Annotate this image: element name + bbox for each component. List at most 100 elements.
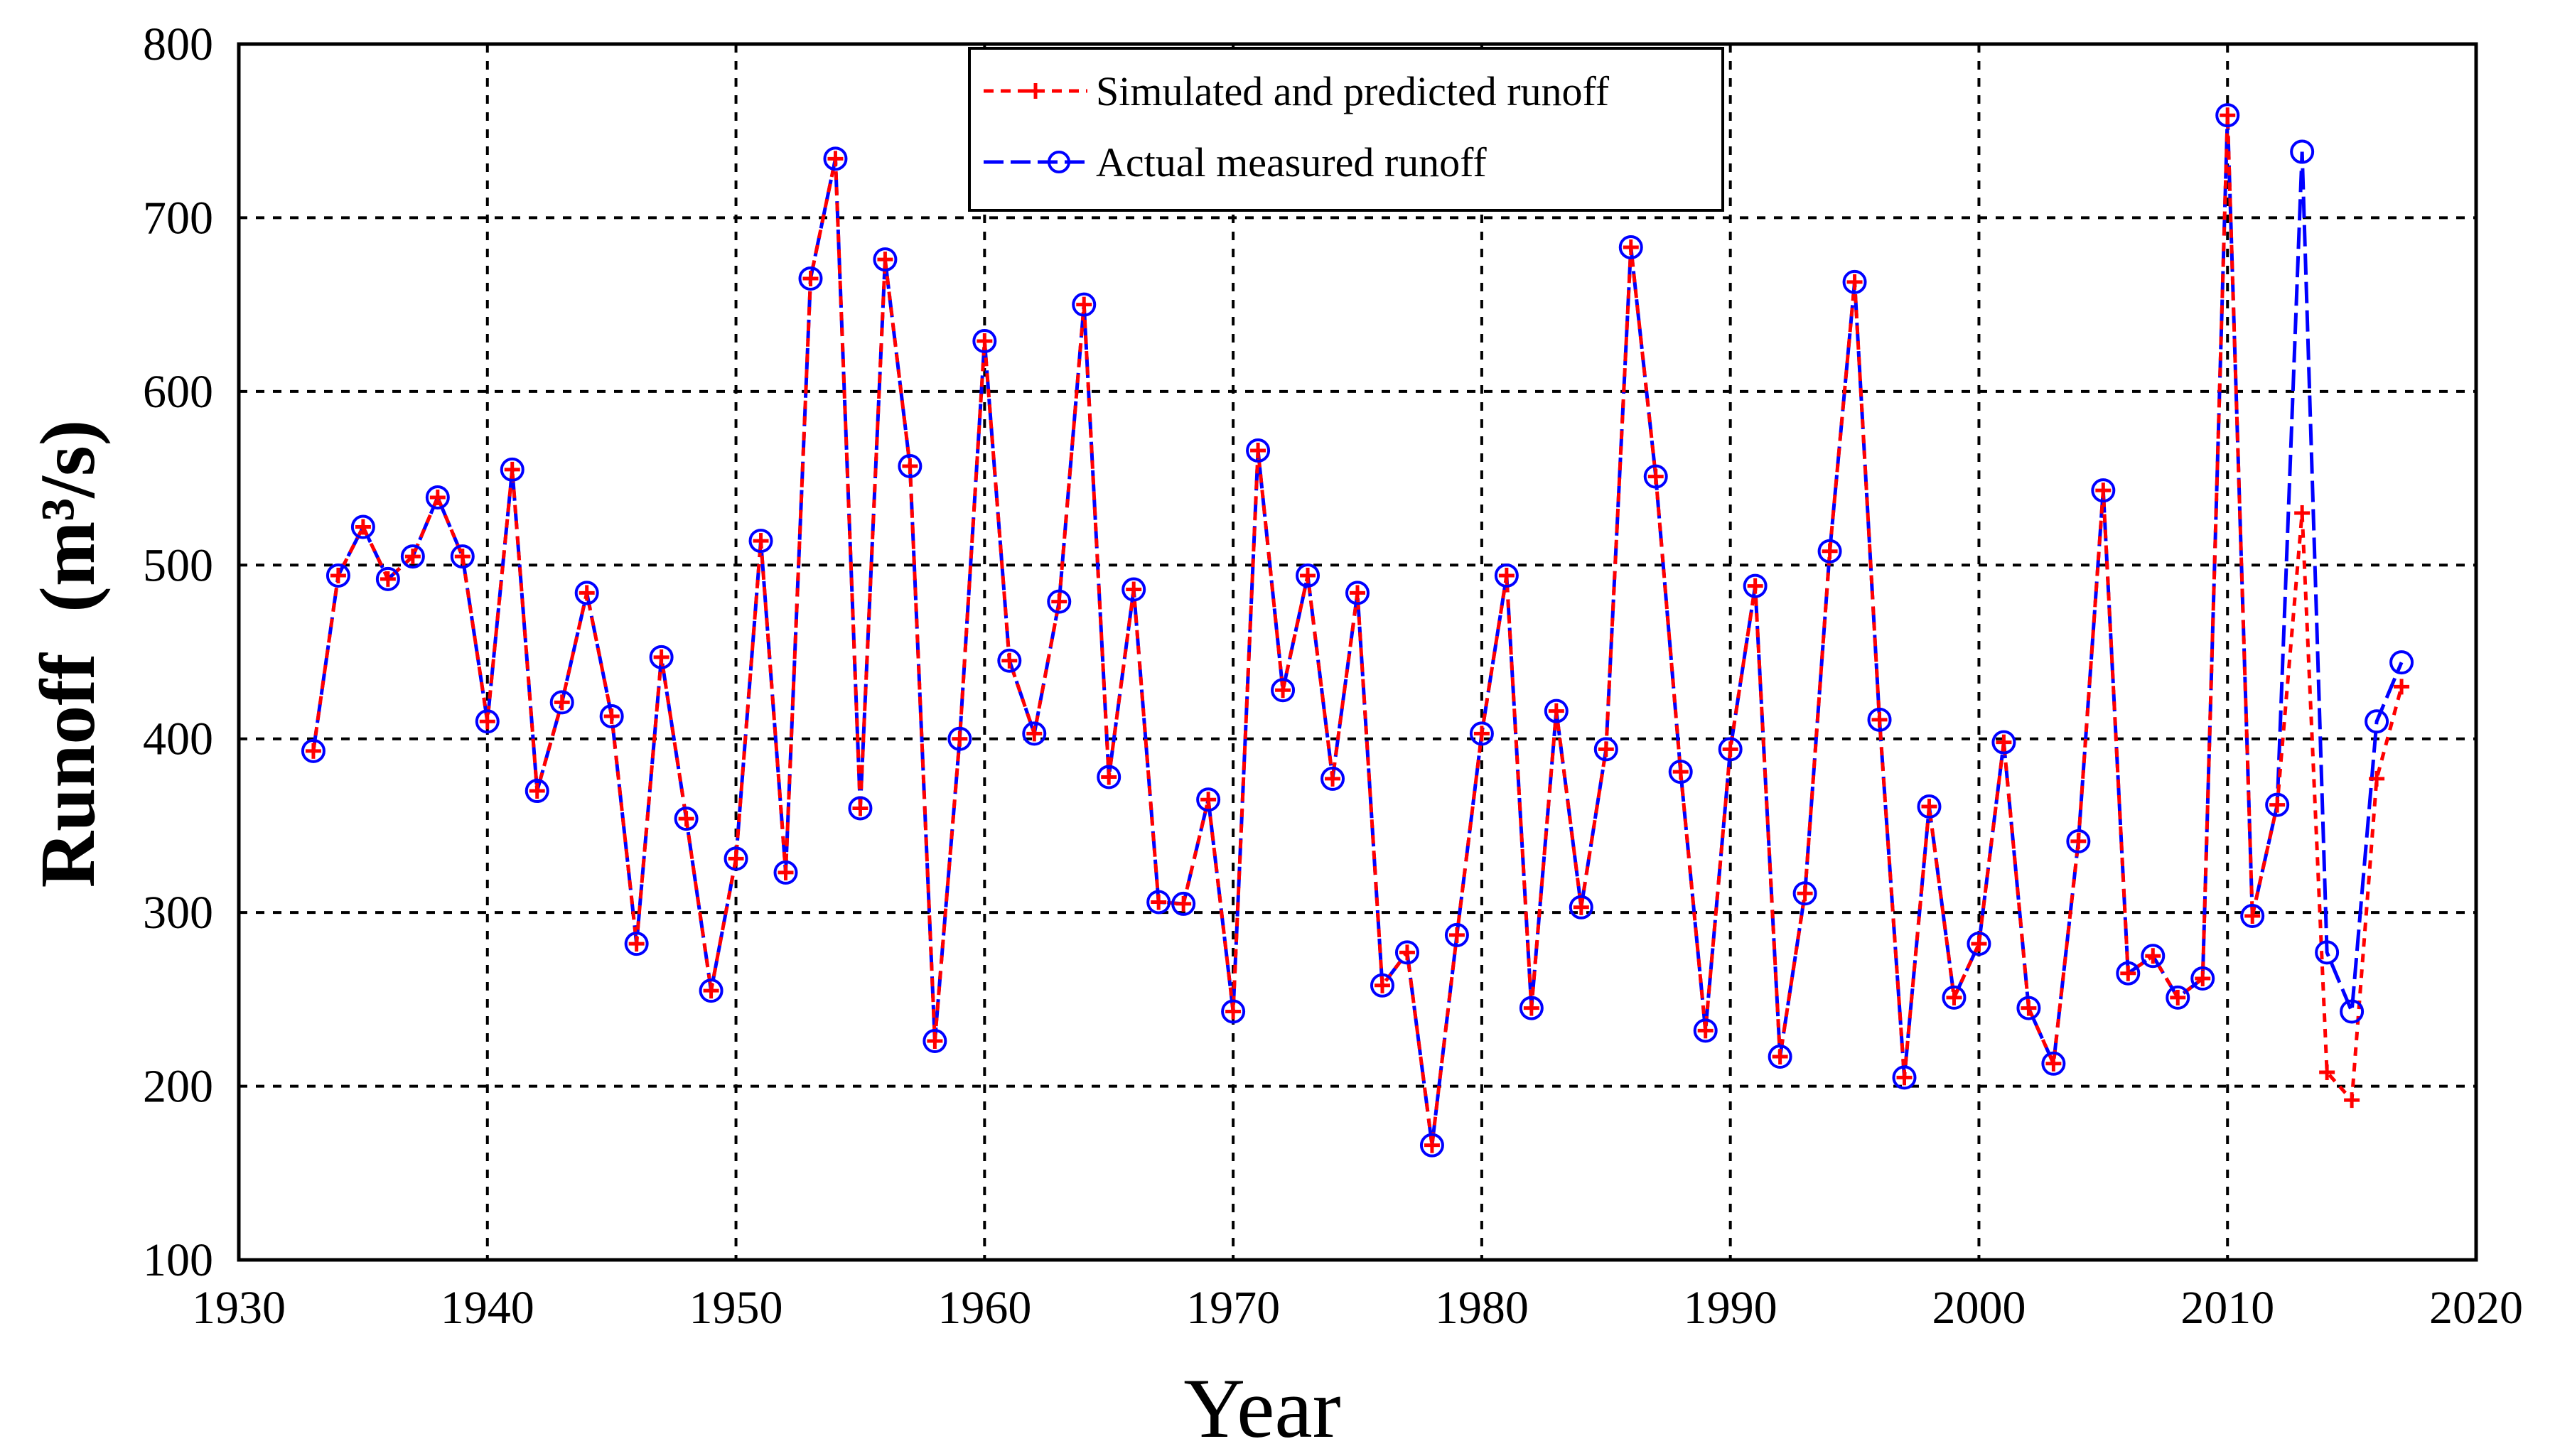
actual-point — [1718, 737, 1743, 762]
x-tick-label: 1980 — [1435, 1282, 1529, 1334]
actual-point — [525, 779, 549, 804]
simulated-point — [778, 864, 794, 880]
simulated-point — [728, 851, 744, 867]
actual-point — [1668, 760, 1693, 784]
simulated-point — [2244, 908, 2261, 924]
plot-series — [301, 103, 2414, 1158]
actual-point — [1693, 1018, 1718, 1043]
y-tick-label: 400 — [143, 713, 213, 765]
simulated-point — [2045, 1055, 2062, 1072]
simulated-point — [952, 730, 968, 747]
simulated-point — [1697, 1023, 1714, 1039]
x-tick-label: 1970 — [1186, 1282, 1280, 1334]
simulated-point — [1896, 1069, 1913, 1086]
actual-point — [898, 453, 923, 478]
simulated-point — [2070, 833, 2087, 849]
simulated-point — [504, 461, 520, 478]
simulated-point — [1076, 296, 1092, 313]
actual-point — [1892, 1065, 1917, 1090]
simulated-point — [2021, 1000, 2037, 1016]
simulated-point — [1971, 936, 1987, 952]
x-tick-labels: 1930 1940 1950 1960 1970 1980 1990 2000 2010 2020 — [192, 1282, 2523, 1334]
simulated-point — [1275, 682, 1291, 699]
actual-point — [1743, 573, 1768, 598]
actual-point — [549, 690, 574, 715]
simulated-point — [852, 800, 868, 816]
actual-point — [1345, 581, 1370, 605]
simulated-point — [1573, 899, 1589, 915]
actual-point — [500, 457, 525, 482]
x-tick-label: 2000 — [1932, 1282, 2026, 1334]
actual-point — [649, 645, 674, 669]
y-tick-label: 100 — [143, 1234, 213, 1286]
simulated-point — [1598, 741, 1614, 757]
actual-point — [1146, 890, 1171, 915]
simulated-point — [902, 458, 918, 474]
simulated-point — [827, 151, 844, 167]
simulated-point — [454, 549, 470, 565]
actual-point — [1618, 234, 1643, 259]
simulated-point — [1623, 239, 1639, 255]
simulated-point — [2269, 797, 2286, 813]
simulated-point — [678, 811, 694, 827]
simulated-point — [1498, 567, 1515, 583]
x-tick-label: 1930 — [192, 1282, 286, 1334]
simulated-point — [1399, 944, 1415, 961]
simulated-point — [753, 533, 769, 549]
simulated-point — [1921, 799, 1937, 815]
simulated-point — [1996, 734, 2012, 750]
actual-point — [1271, 678, 1296, 703]
simulated-point — [703, 983, 719, 999]
actual-point — [350, 514, 375, 539]
y-tick-label: 800 — [143, 18, 213, 70]
legend-actual-marker — [1048, 151, 1070, 173]
actual-point — [1494, 563, 1519, 588]
x-tick-label: 1960 — [937, 1282, 1031, 1334]
legend: Simulated and predicted runoff Actual me… — [968, 47, 1724, 212]
simulated-point — [1250, 442, 1266, 458]
simulated-point — [628, 936, 645, 952]
actual-point — [972, 328, 997, 353]
y-tick-label: 300 — [143, 887, 213, 939]
simulated-point — [1946, 989, 1962, 1005]
simulated-point — [877, 252, 893, 268]
actual-point — [1942, 985, 1967, 1010]
actual-point — [674, 807, 699, 831]
simulated-point — [2170, 989, 2186, 1005]
actual-point — [2116, 961, 2141, 986]
actual-point — [1320, 766, 1345, 791]
actual-point — [2091, 478, 2116, 503]
simulated-point — [554, 694, 570, 711]
simulated-point — [1126, 581, 1142, 598]
actual-point — [997, 648, 1022, 673]
simulated-point — [1151, 894, 1167, 910]
actual-point — [947, 726, 972, 751]
simulated-point — [802, 270, 819, 286]
simulated-point — [1424, 1137, 1440, 1153]
actual-point — [1121, 577, 1146, 602]
actual-point — [1569, 895, 1593, 920]
simulated-point — [1871, 711, 1888, 728]
actual-point — [1867, 707, 1892, 732]
actual-point — [1047, 589, 1072, 614]
actual-point — [2389, 650, 2414, 675]
actual-point — [2190, 966, 2215, 991]
actual-point — [599, 703, 624, 728]
actual-point — [2215, 103, 2240, 128]
actual-point — [301, 738, 326, 763]
simulated-point — [2220, 107, 2236, 124]
simulated-point — [1001, 652, 1018, 669]
simulated-point — [2394, 679, 2410, 695]
simulated-point — [404, 549, 421, 565]
actual-point — [450, 544, 475, 569]
actual-point — [1991, 730, 2016, 755]
simulated-point — [305, 743, 321, 759]
actual-point — [2166, 985, 2190, 1010]
actual-point — [798, 266, 823, 291]
actual-point — [1370, 973, 1394, 998]
actual-point — [1842, 269, 1867, 294]
simulated-point — [1374, 977, 1390, 993]
y-tick-label: 700 — [143, 192, 213, 244]
simulated-point — [2319, 1064, 2335, 1081]
